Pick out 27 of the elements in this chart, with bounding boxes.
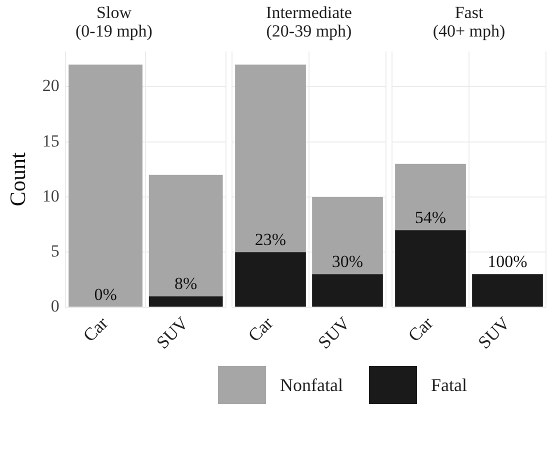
y-tick-label: 10 — [42, 186, 60, 206]
y-tick-label: 0 — [50, 296, 60, 316]
bar — [148, 296, 223, 307]
annotation: 54% — [414, 208, 446, 228]
y-axis-title: Count — [4, 152, 30, 206]
legend-label: Fatal — [430, 374, 467, 396]
bar — [312, 274, 383, 307]
bar — [312, 196, 383, 274]
bar — [148, 174, 223, 296]
x-tick-label: Car — [404, 312, 437, 346]
legend-label: Nonfatal — [280, 374, 343, 396]
bar — [235, 64, 306, 252]
annotation: 30% — [332, 252, 364, 272]
y-tick-label: 15 — [42, 131, 60, 150]
y-tick-label: 5 — [50, 242, 60, 261]
chart-title: Intermediate (20-39 mph) — [266, 2, 352, 41]
annotation: 8% — [174, 274, 198, 294]
y-tick-label: 20 — [42, 76, 60, 96]
chart-title: Fast (40+ mph) — [432, 2, 506, 41]
x-tick-label: Car — [79, 312, 112, 346]
bar — [68, 64, 142, 307]
bar — [235, 252, 306, 307]
chart-title: Slow (0-19 mph) — [76, 2, 152, 41]
annotation: 0% — [94, 285, 117, 304]
annotation: 23% — [254, 230, 286, 250]
x-tick-label: Car — [244, 312, 277, 346]
annotation: 100% — [488, 252, 528, 272]
